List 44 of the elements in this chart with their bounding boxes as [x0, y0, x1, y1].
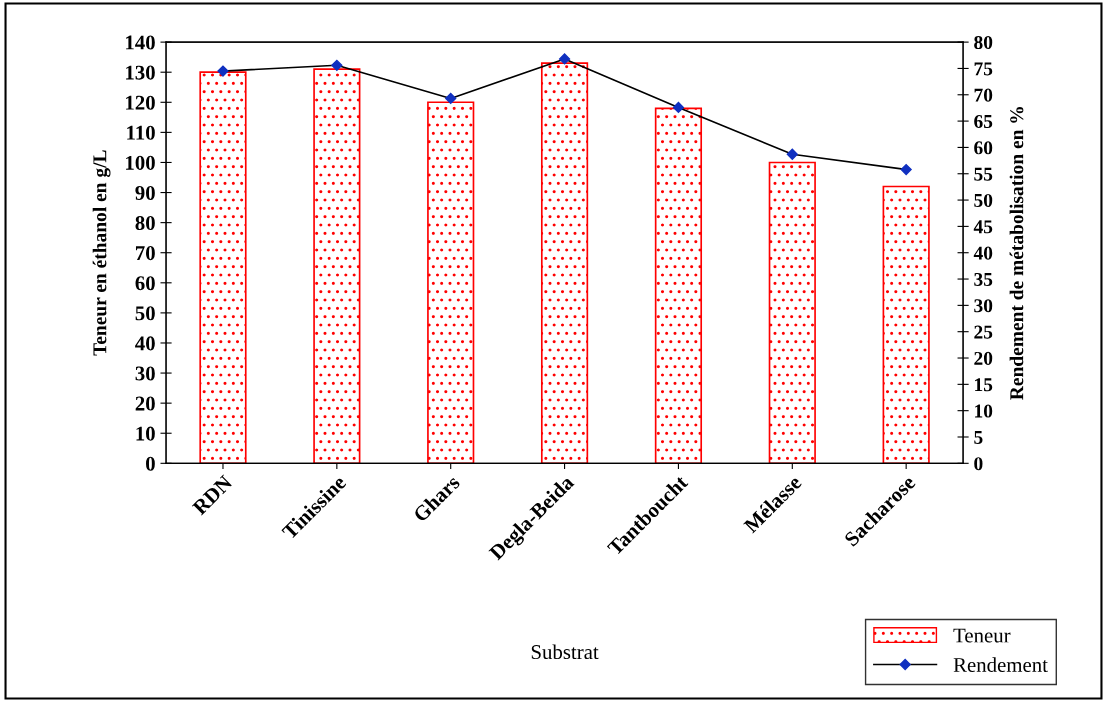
bar [882, 185, 930, 464]
y2-tick-label: 55 [974, 167, 993, 181]
y-tick-label: 90 [135, 185, 155, 200]
y-tick-label: 120 [126, 95, 155, 110]
legend-label: Teneur [953, 628, 1011, 643]
y2-tick-label: 5 [974, 431, 983, 444]
x-axis-title: Substrat [531, 644, 599, 660]
y2-tick-label: 30 [974, 299, 993, 313]
y-tick-label: 100 [126, 155, 155, 170]
y-tick-label: 60 [135, 276, 155, 291]
y2-axis-title: Rendement de métabolisation en % [1009, 107, 1024, 400]
y-tick-label: 80 [135, 216, 155, 231]
y2-tick-label: 65 [974, 114, 993, 129]
bar [540, 62, 589, 464]
y-tick-label: 30 [135, 366, 155, 381]
y2-tick-label: 75 [974, 62, 993, 76]
y2-tick-label: 70 [974, 88, 993, 102]
y2-tick-label: 45 [973, 220, 993, 234]
bar [654, 107, 703, 464]
y-axis-title: Teneur en éthanol en g/L [92, 150, 111, 356]
y2-tick-label: 50 [974, 193, 993, 208]
y-tick-label: 20 [135, 396, 155, 411]
y-tick-label: 110 [127, 125, 155, 140]
y-tick-label: 140 [126, 35, 155, 50]
y-tick-label: 70 [135, 246, 155, 261]
y-tick-label: 10 [136, 426, 155, 441]
y2-tick-label: 60 [974, 141, 993, 155]
bar [313, 68, 361, 464]
y2-tick-label: 40 [973, 246, 993, 260]
bar [427, 101, 475, 464]
y2-tick-label: 0 [974, 457, 983, 471]
y2-tick-label: 35 [974, 272, 993, 286]
bar [768, 161, 816, 464]
y2-tick-label: 20 [974, 351, 993, 365]
legend-label: Rendement [953, 657, 1048, 672]
y2-tick-label: 25 [974, 325, 993, 339]
y2-tick-label: 10 [975, 404, 993, 418]
y-tick-label: 0 [146, 456, 155, 471]
y2-tick-label: 80 [974, 35, 993, 50]
y2-tick-label: 15 [975, 378, 993, 392]
y-tick-label: 40 [135, 336, 155, 351]
y-tick-label: 50 [135, 306, 155, 321]
bar [199, 71, 247, 464]
y-tick-label: 130 [126, 65, 155, 80]
